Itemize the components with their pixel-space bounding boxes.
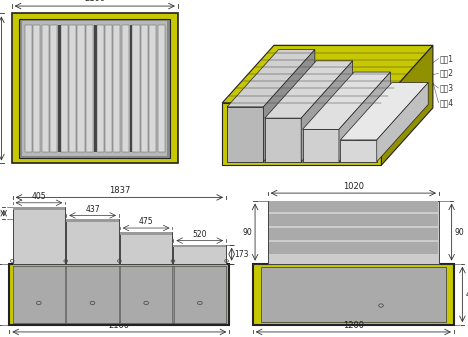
Bar <box>253 264 454 325</box>
Polygon shape <box>222 103 381 165</box>
Bar <box>66 219 119 222</box>
Bar <box>174 245 226 264</box>
Bar <box>94 25 96 152</box>
Text: 90: 90 <box>454 227 464 237</box>
Bar <box>269 228 438 240</box>
Bar <box>105 25 112 152</box>
Text: 2100: 2100 <box>84 0 105 3</box>
Bar <box>12 13 178 163</box>
Polygon shape <box>263 50 315 162</box>
Bar <box>130 25 132 152</box>
Bar <box>269 214 438 226</box>
Bar <box>9 264 229 325</box>
Polygon shape <box>377 83 428 162</box>
Text: 1020: 1020 <box>343 182 364 191</box>
Text: 450: 450 <box>465 290 468 299</box>
Bar <box>269 201 438 212</box>
Text: 수조2: 수조2 <box>440 69 454 78</box>
Bar <box>122 25 129 152</box>
Bar <box>13 266 65 323</box>
Bar <box>58 25 61 152</box>
Polygon shape <box>227 107 263 162</box>
Bar <box>141 25 148 152</box>
Bar <box>33 25 40 152</box>
Bar <box>66 219 119 264</box>
Bar <box>120 232 173 235</box>
Bar <box>25 25 32 152</box>
Text: 173: 173 <box>234 250 249 259</box>
Polygon shape <box>227 50 315 107</box>
Text: 2100: 2100 <box>109 320 130 330</box>
Bar <box>132 25 139 152</box>
Bar <box>61 25 68 152</box>
Bar <box>66 266 119 323</box>
Polygon shape <box>265 61 353 118</box>
Text: 수조1: 수조1 <box>440 54 454 63</box>
Bar <box>96 25 104 152</box>
Bar <box>77 25 85 152</box>
Bar <box>13 207 65 210</box>
Bar <box>268 201 439 264</box>
Text: 90: 90 <box>0 209 1 218</box>
Polygon shape <box>302 72 390 129</box>
Bar <box>86 25 93 152</box>
Polygon shape <box>265 118 301 162</box>
Text: 520: 520 <box>192 230 207 239</box>
Bar <box>13 207 65 264</box>
Polygon shape <box>301 61 353 162</box>
Text: 437: 437 <box>85 205 100 214</box>
Text: 405: 405 <box>32 192 46 201</box>
Bar <box>120 266 172 323</box>
Text: 수조3: 수조3 <box>440 84 454 93</box>
Bar <box>13 266 226 323</box>
Bar <box>22 21 167 156</box>
Bar <box>69 25 76 152</box>
Polygon shape <box>340 140 377 162</box>
Bar <box>261 267 446 322</box>
Bar <box>174 266 226 323</box>
Polygon shape <box>339 72 390 162</box>
Bar <box>113 25 120 152</box>
Bar <box>227 106 377 162</box>
Polygon shape <box>340 83 428 140</box>
Bar <box>19 19 170 158</box>
Bar <box>50 25 57 152</box>
Polygon shape <box>302 129 339 162</box>
Text: 1837: 1837 <box>109 186 130 195</box>
Bar <box>174 245 226 247</box>
Bar <box>149 25 156 152</box>
Text: 수조4: 수조4 <box>440 98 454 107</box>
Bar <box>120 232 173 264</box>
Bar <box>269 242 438 253</box>
Text: 90: 90 <box>243 227 252 237</box>
Text: 1200: 1200 <box>343 320 364 330</box>
Text: 475: 475 <box>139 217 154 226</box>
Polygon shape <box>381 45 433 165</box>
Bar <box>158 25 165 152</box>
Polygon shape <box>222 45 433 103</box>
Bar <box>42 25 49 152</box>
